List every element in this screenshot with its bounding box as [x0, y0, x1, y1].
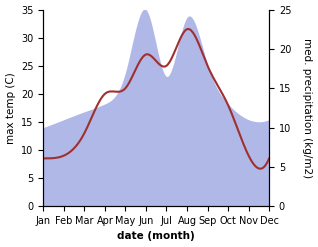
Y-axis label: max temp (C): max temp (C) [5, 72, 16, 144]
X-axis label: date (month): date (month) [117, 231, 195, 242]
Y-axis label: med. precipitation (kg/m2): med. precipitation (kg/m2) [302, 38, 313, 178]
